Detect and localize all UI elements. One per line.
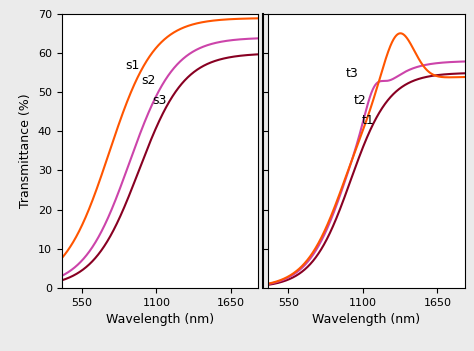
Text: s2: s2 — [141, 74, 155, 87]
Text: t3: t3 — [345, 67, 358, 80]
Text: t1: t1 — [362, 114, 375, 127]
Text: s1: s1 — [125, 59, 140, 72]
X-axis label: Wavelength (nm): Wavelength (nm) — [312, 313, 420, 326]
Y-axis label: Transmittance (%): Transmittance (%) — [19, 94, 32, 208]
X-axis label: Wavelength (nm): Wavelength (nm) — [106, 313, 214, 326]
Text: s3: s3 — [153, 94, 167, 107]
Text: t2: t2 — [354, 94, 367, 107]
